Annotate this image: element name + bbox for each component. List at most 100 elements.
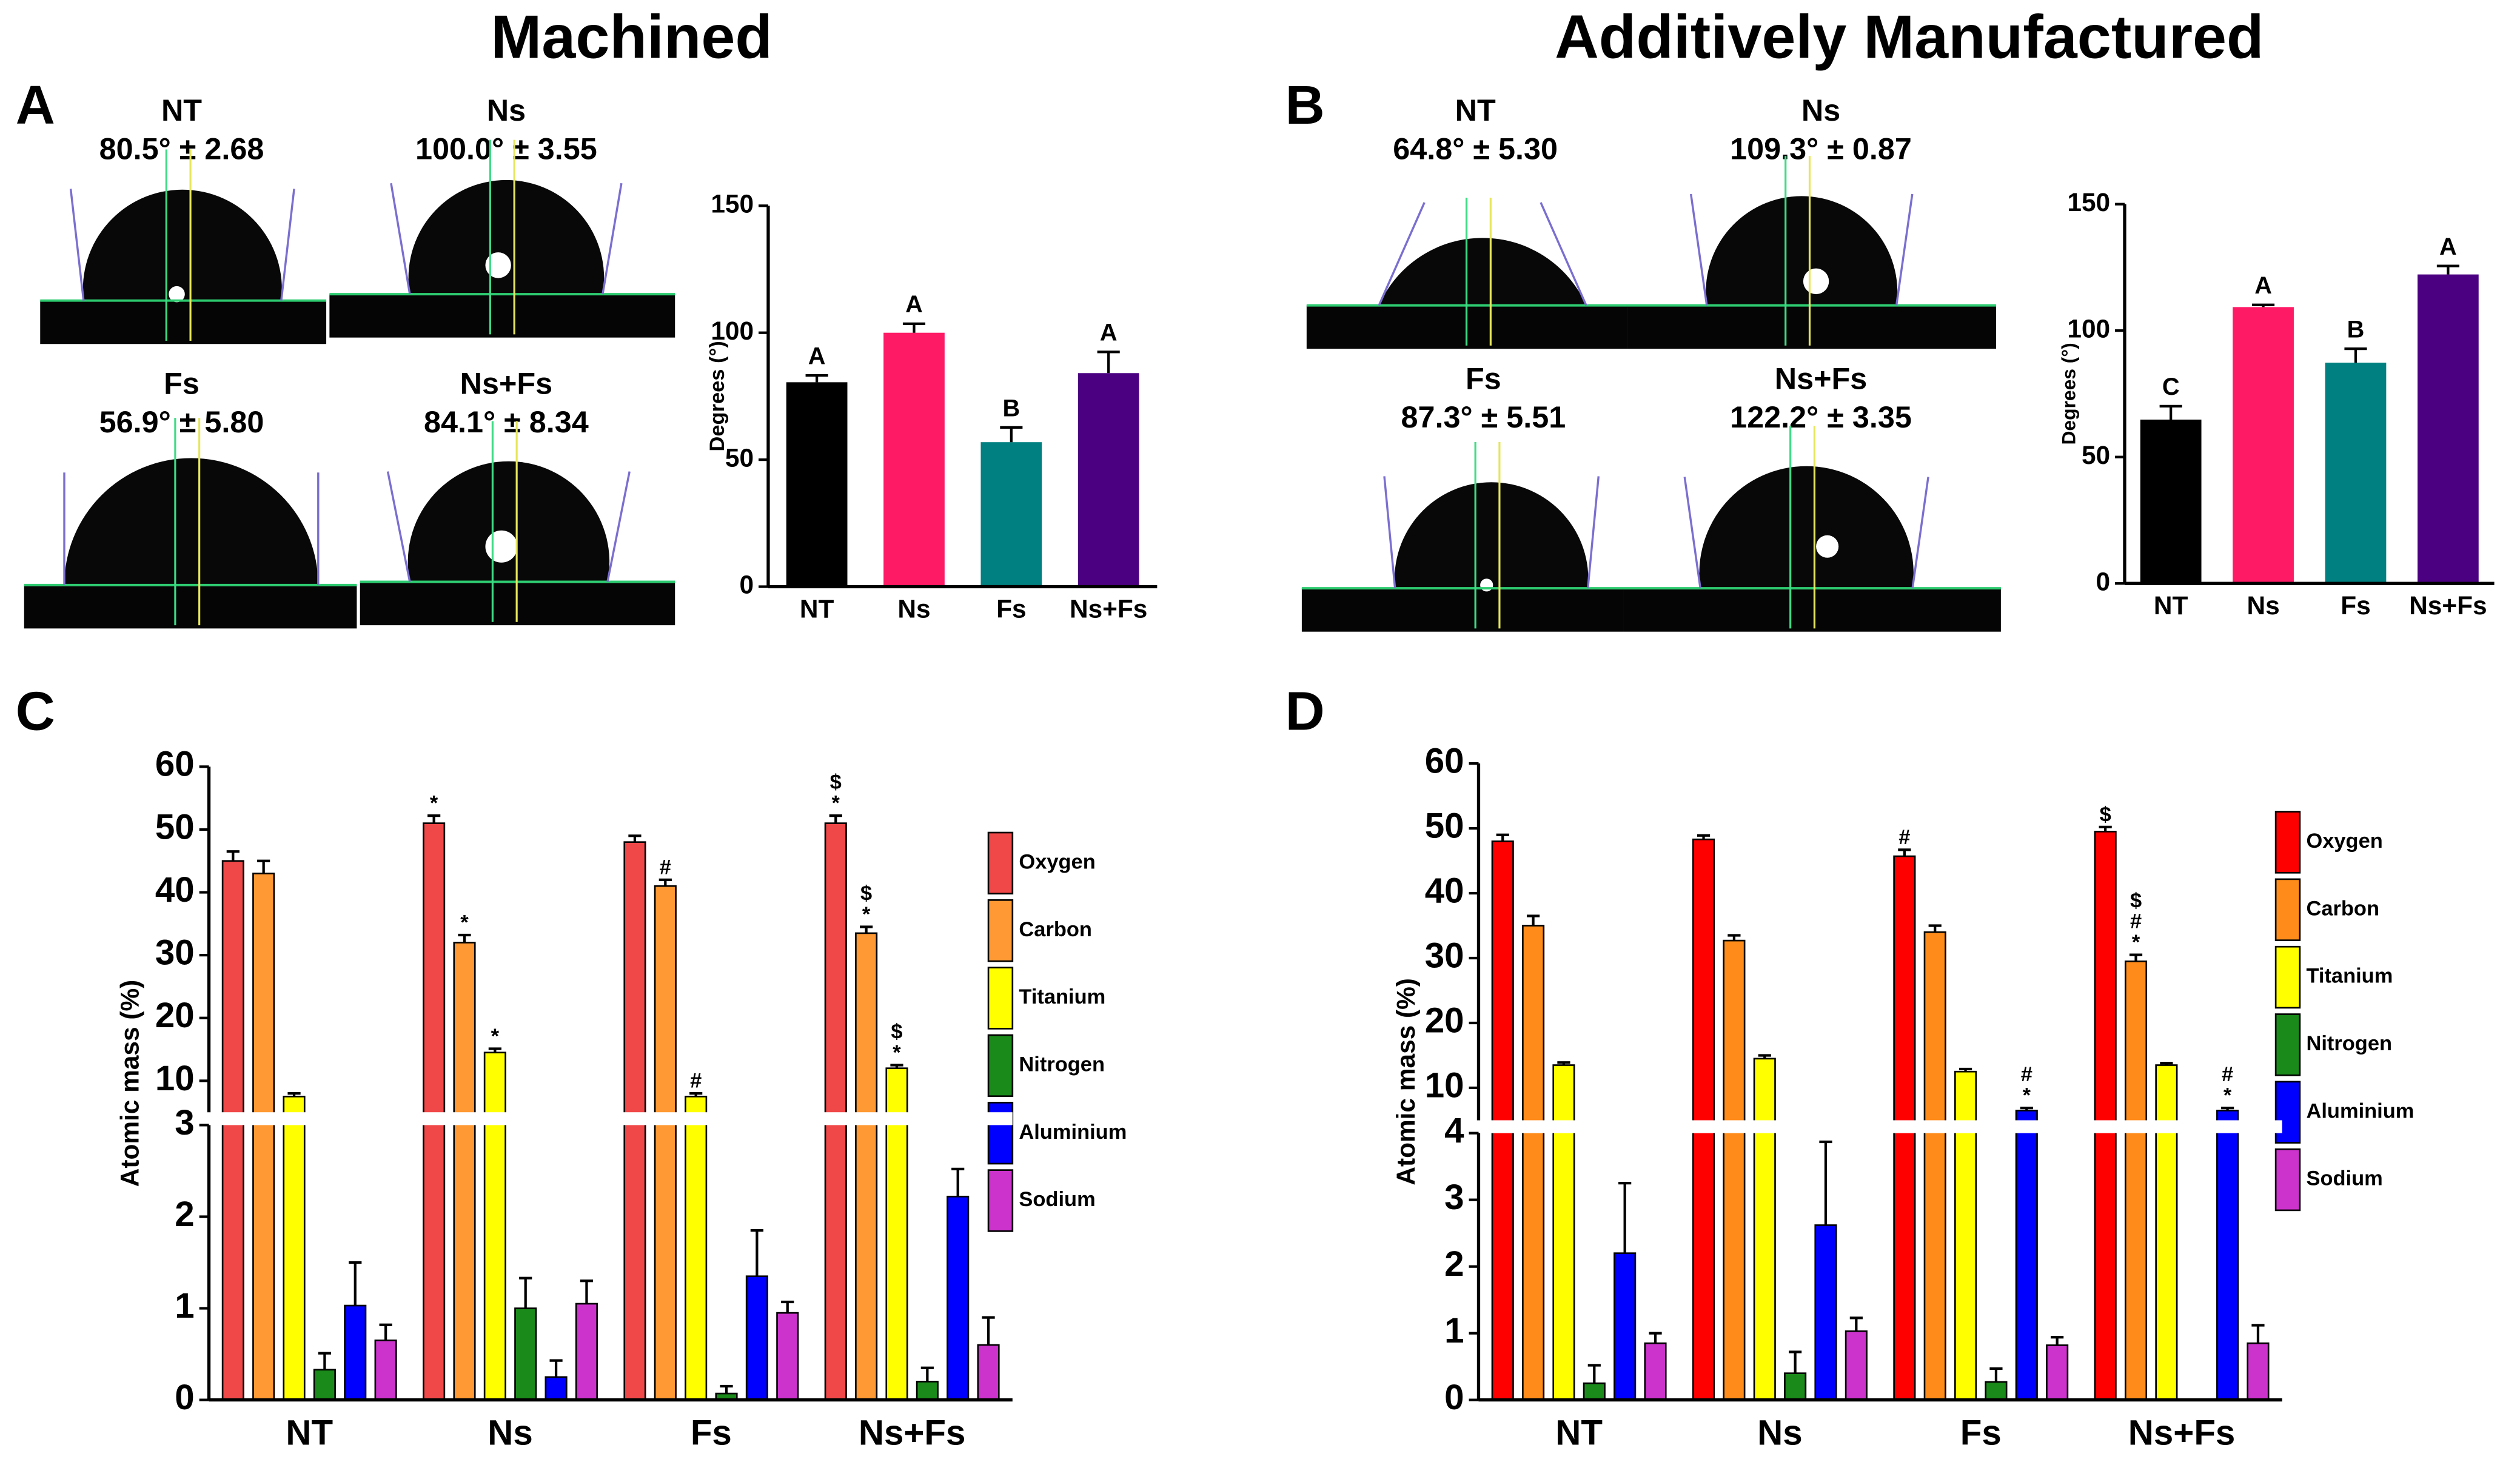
y-tick-label: 50 <box>2082 441 2110 469</box>
tangent-line <box>390 183 411 295</box>
legend-label: Oxygen <box>2306 830 2382 853</box>
y-tick-label: 40 <box>1425 871 1464 910</box>
error-bar <box>1618 1182 1632 1253</box>
error-bar <box>1758 1054 1771 1059</box>
bar <box>283 1095 306 1401</box>
bar <box>374 1340 397 1401</box>
error-bar <box>720 1384 733 1394</box>
droplet-angle: 109.3° ± 0.87 <box>1730 131 1912 166</box>
y-tick-label: 100 <box>2067 314 2110 343</box>
bar <box>221 860 244 1401</box>
bar <box>252 873 275 1401</box>
x-tick-label: Ns <box>897 594 930 623</box>
bar <box>1522 925 1545 1401</box>
error-bar <box>1727 934 1741 941</box>
y-tick-label: 20 <box>1425 1001 1464 1040</box>
legend-label: Aluminium <box>2306 1099 2414 1122</box>
bar <box>1845 1330 1868 1401</box>
bubble <box>485 530 518 563</box>
x-tick-label: Fs <box>1960 1413 2002 1452</box>
significance-mark: * <box>430 792 438 815</box>
y-axis-label: Degrees (°) <box>706 341 729 451</box>
error-bar <box>1819 1140 1832 1226</box>
y-tick-label: 2 <box>175 1195 194 1234</box>
x-tick-label: Ns <box>488 1413 533 1452</box>
bar <box>2046 1344 2069 1401</box>
bar <box>786 382 848 587</box>
droplet <box>1699 466 1914 589</box>
tangent-line <box>1689 193 1708 306</box>
y-tick-label: 0 <box>2096 567 2111 595</box>
droplet-angle: 87.3° ± 5.51 <box>1401 400 1566 434</box>
x-tick-label: Fs <box>691 1413 732 1452</box>
bar <box>2233 307 2294 584</box>
error-bar <box>920 1366 934 1382</box>
significance-mark: $ <box>891 1021 902 1044</box>
y-tick-label: 3 <box>1444 1178 1464 1217</box>
error-bar <box>1526 914 1540 926</box>
droplet-name: NT <box>1455 93 1496 127</box>
bar <box>1814 1224 1837 1401</box>
y-tick-label: 10 <box>1425 1065 1464 1105</box>
y-tick-label: 150 <box>711 190 754 218</box>
bar <box>1583 1382 1606 1401</box>
error-bar <box>1789 1350 1802 1373</box>
bar <box>855 932 878 1401</box>
y-tick-label: 30 <box>1425 936 1464 975</box>
error-bar <box>689 1091 703 1097</box>
droplet-angle: 80.5° ± 2.68 <box>99 131 264 166</box>
error-bar <box>1989 1367 2003 1382</box>
error-bar <box>488 1047 501 1053</box>
error-bar <box>2344 347 2367 363</box>
y-tick-label: 10 <box>155 1059 195 1098</box>
substrate <box>24 585 357 629</box>
error-bar <box>1928 924 1942 933</box>
axis-break <box>1459 1120 2282 1133</box>
tangent-line <box>606 471 631 582</box>
group-letter: B <box>1002 395 1020 421</box>
bar <box>2094 831 2117 1401</box>
error-bar <box>2436 264 2459 275</box>
droplet-name: Ns+Fs <box>1775 361 1868 396</box>
y-axis-label: Degrees (°) <box>2057 343 2079 444</box>
y-axis-label: Atomic mass (%) <box>1392 978 1420 1185</box>
bar <box>980 442 1042 587</box>
error-bar <box>2251 1324 2265 1344</box>
bar <box>2325 363 2387 584</box>
bar <box>654 885 677 1401</box>
bar <box>514 1307 537 1401</box>
legend-swatch <box>2274 811 2301 874</box>
x-tick-label: Ns+Fs <box>1070 594 1147 623</box>
tangent-line <box>1378 202 1426 306</box>
y-tick-label: 150 <box>2067 188 2110 216</box>
y-tick-label: 0 <box>1444 1378 1464 1417</box>
error-bar <box>902 322 926 333</box>
error-bar <box>379 1323 392 1341</box>
group-letter: A <box>2439 233 2457 260</box>
group-letter: C <box>2162 374 2180 400</box>
bar <box>1784 1372 1807 1401</box>
legend-swatch <box>987 1034 1014 1098</box>
error-bar <box>1959 1067 1972 1072</box>
droplet-name: Ns <box>487 93 526 127</box>
bar <box>545 1376 568 1401</box>
bar <box>977 1344 1000 1401</box>
group-letter: A <box>2254 272 2272 299</box>
droplet <box>82 189 282 301</box>
bar <box>1692 838 1715 1401</box>
bar <box>2418 274 2479 584</box>
error-bar <box>2099 825 2112 832</box>
x-tick-label: NT <box>1555 1413 1603 1452</box>
droplet <box>407 461 610 582</box>
x-tick-label: Ns+Fs <box>2409 591 2487 620</box>
tangent-line <box>1895 193 1914 306</box>
bar <box>575 1303 598 1401</box>
bar <box>2216 1110 2239 1401</box>
error-bar <box>2129 953 2143 962</box>
significance-mark: $ <box>2100 803 2111 826</box>
bar <box>685 1095 708 1401</box>
bar <box>1753 1058 1776 1401</box>
error-bar <box>1898 848 1911 857</box>
droplet-name: NT <box>161 93 202 127</box>
